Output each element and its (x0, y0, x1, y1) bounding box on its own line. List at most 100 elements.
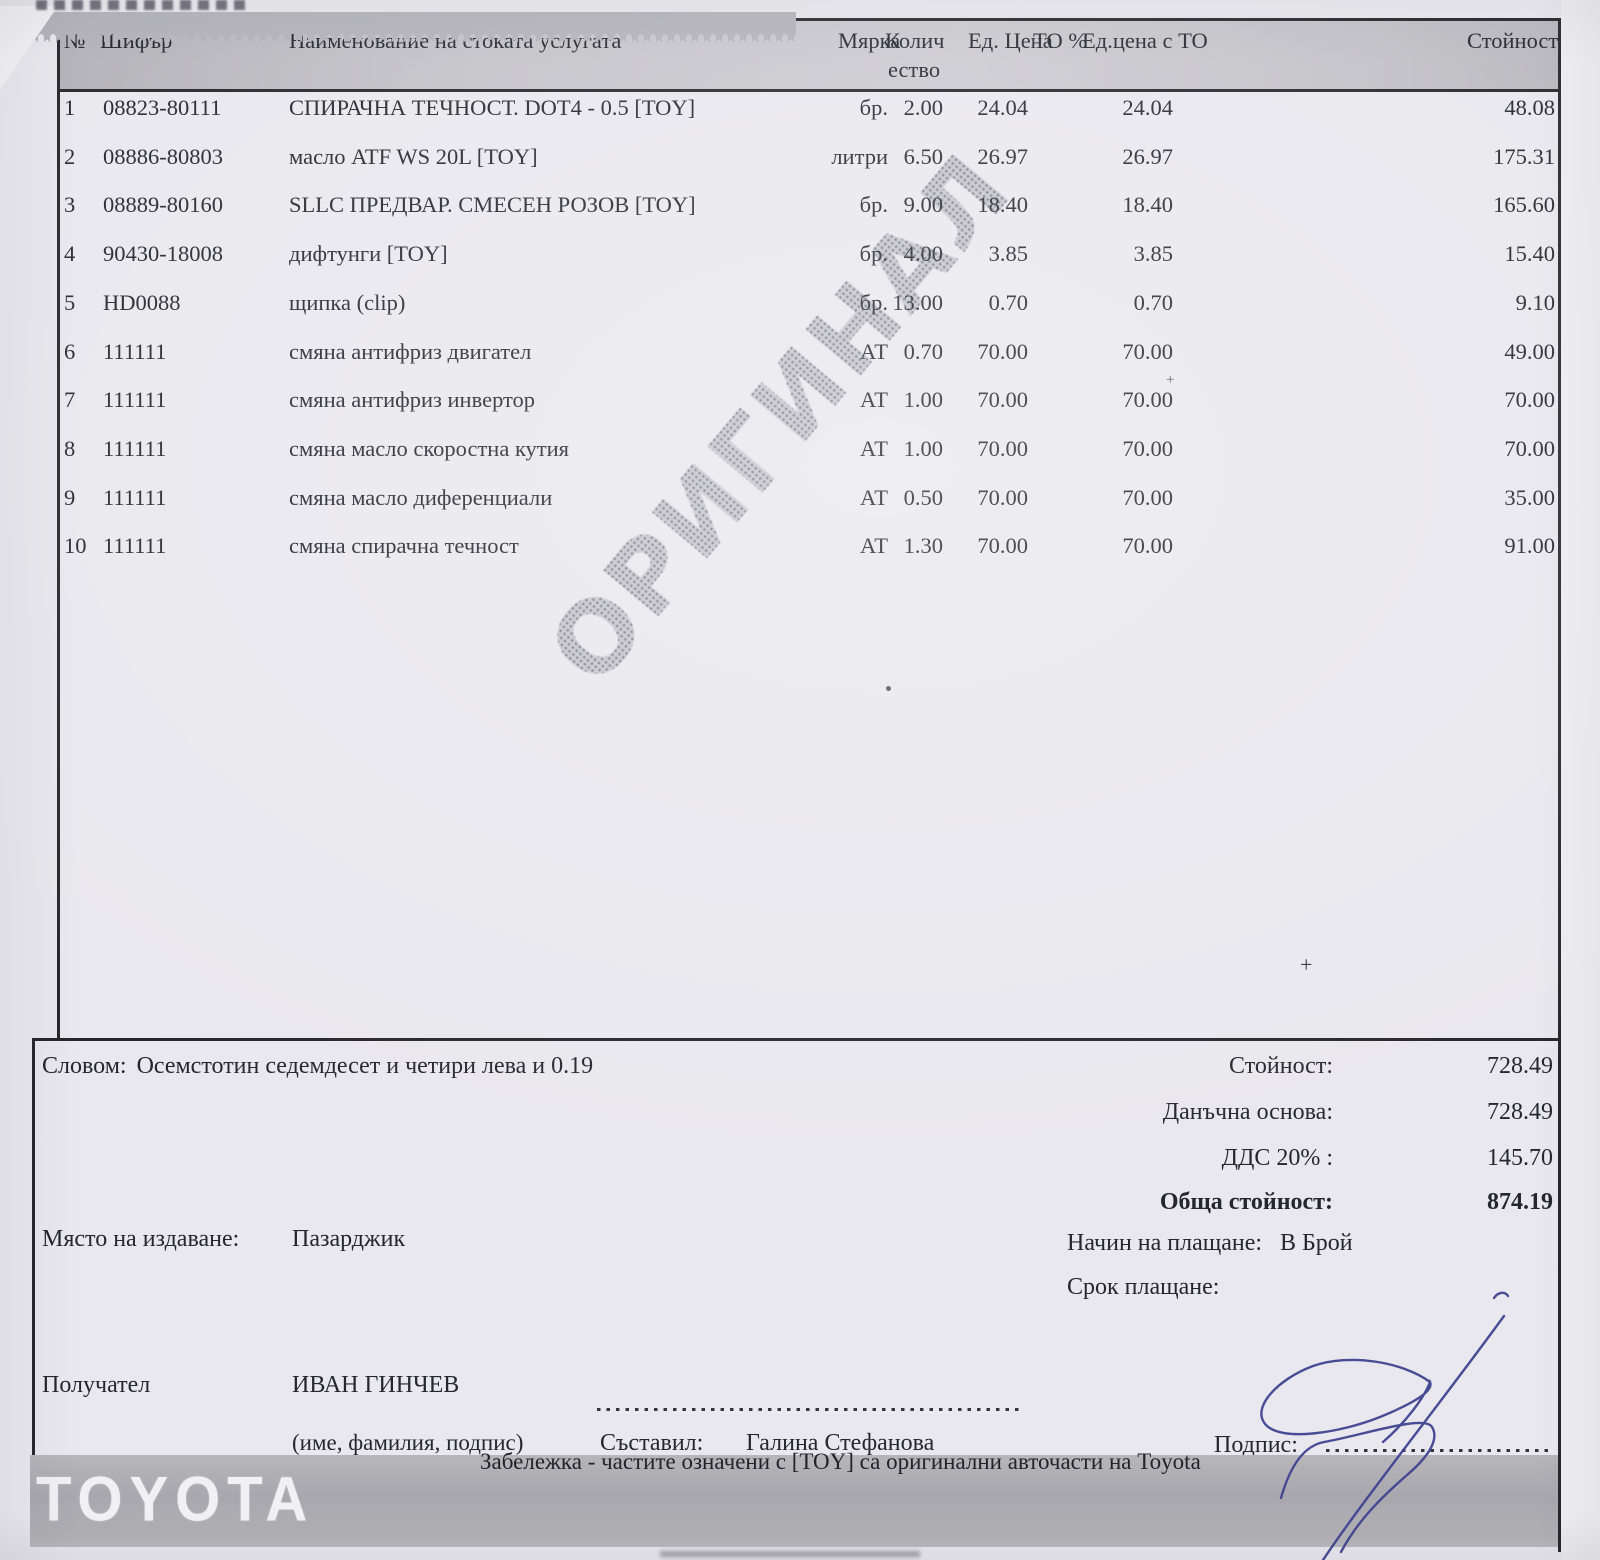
toyota-logo: TOYOTA (36, 1464, 315, 1535)
cell-unit: АТ (859, 485, 888, 510)
table-row: 10 111111 смяна спирачна течност АТ 1.30… (58, 533, 1558, 573)
cell-name: смяна масло скоростна кутия (289, 436, 570, 461)
cell-unit: бр. (859, 290, 888, 315)
table-row: 2 08886-80803 масло ATF WS 20L [TOY] лит… (58, 144, 1558, 184)
table-right-border (1558, 18, 1561, 1552)
header-unit-price: Ед. Цена (968, 28, 1053, 53)
table-body: 1 08823-80111 СПИРАЧНА ТЕЧНОСТ. DOT4 - 0… (58, 20, 1558, 1038)
cell-code: HD0088 (103, 290, 181, 315)
cell-name: смяна спирачна течност (289, 533, 519, 558)
cell-total: 15.40 (1504, 241, 1555, 266)
cell-unit: АТ (859, 436, 888, 461)
header-to-percent: ТО % (1033, 28, 1088, 53)
cell-number: 8 (64, 436, 76, 461)
cell-quantity: 9.00 (903, 192, 943, 217)
table-top-border (57, 18, 1561, 21)
cell-unit-price: 0.70 (988, 290, 1028, 315)
paper-right-margin (1561, 0, 1600, 1560)
cell-code: 08886-80803 (103, 144, 223, 169)
cell-total: 165.60 (1493, 192, 1555, 217)
footer-band (30, 1455, 1559, 1547)
header-total: Стойност (1467, 28, 1559, 53)
cell-number: 3 (64, 192, 76, 217)
cell-quantity: 1.00 (903, 436, 943, 461)
summary-value: 874.19 (1487, 1189, 1553, 1215)
cell-unit-price: 70.00 (977, 533, 1028, 558)
cell-total: 70.00 (1504, 387, 1555, 412)
table-left-border (57, 18, 60, 1040)
cell-number: 5 (64, 290, 76, 315)
signature-label: Подпис: (1214, 1432, 1298, 1458)
signature-line (1326, 1449, 1554, 1452)
amount-in-words: Словом: Осемстотин седемдесет и четири ле… (42, 1053, 593, 1080)
table-row: 9 111111 смяна масло диференциали АТ 0.5… (58, 485, 1558, 525)
header-unit: Мярка (838, 28, 901, 53)
cell-unit-price: 70.00 (977, 339, 1028, 364)
cell-unit-price: 70.00 (977, 387, 1028, 412)
cell-number: 7 (64, 387, 76, 412)
cell-quantity: 0.70 (903, 339, 943, 364)
cell-unit: АТ (859, 533, 888, 558)
page-corner-fold (0, 6, 58, 90)
cell-total: 91.00 (1504, 533, 1555, 558)
summary-label: Данъчна основа: (1162, 1099, 1333, 1125)
cell-number: 10 (64, 533, 87, 558)
recipient-hint: (име, фамилия, подпис) (292, 1430, 524, 1455)
prepared-by-label: Съставил: (600, 1430, 704, 1456)
torn-paper-edge (20, 12, 796, 46)
cell-price-with-to: 3.85 (1133, 241, 1173, 266)
ink-mark: + (1166, 372, 1175, 388)
cell-code: 08823-80111 (103, 95, 222, 120)
table-row: 6 111111 смяна антифриз двигател АТ 0.70… (58, 339, 1558, 379)
in-words-text: Осемстотин седемдесет и четири лева и 0.… (136, 1053, 594, 1079)
cut-off-text-fragment (36, 0, 251, 10)
table-row: 7 111111 смяна антифриз инвертор АТ 1.00… (58, 387, 1558, 427)
cell-number: 4 (64, 241, 76, 266)
cell-total: 175.31 (1493, 144, 1555, 169)
cell-price-with-to: 70.00 (1122, 436, 1173, 461)
cell-name: масло ATF WS 20L [TOY] (289, 144, 538, 169)
cell-quantity: 0.50 (903, 485, 943, 510)
cell-total: 48.08 (1504, 95, 1555, 120)
in-words-label: Словом: (42, 1053, 127, 1079)
ink-mark: + (1300, 952, 1313, 977)
cell-number: 1 (64, 95, 76, 120)
scan-smudge (660, 1551, 920, 1557)
cell-code: 111111 (103, 533, 167, 558)
table-row: 3 08889-80160 SLLC ПРЕДВАР. СМЕСЕН РОЗОВ… (58, 192, 1558, 232)
cell-price-with-to: 70.00 (1122, 387, 1173, 412)
cell-name: смяна антифриз двигател (289, 339, 532, 364)
cell-code: 111111 (103, 436, 167, 461)
table-row: 5 HD0088 щипка (clip) бр. 13.00 0.70 0.7… (58, 290, 1558, 330)
cell-code: 111111 (103, 485, 167, 510)
cell-total: 9.10 (1515, 290, 1555, 315)
cell-unit-price: 24.04 (977, 95, 1028, 120)
summary-label: Стойност: (1229, 1053, 1333, 1079)
table-row: 1 08823-80111 СПИРАЧНА ТЕЧНОСТ. DOT4 - 0… (58, 95, 1558, 135)
cell-quantity: 4.00 (903, 241, 943, 266)
cell-unit: литри (831, 144, 888, 169)
cell-name: СПИРАЧНА ТЕЧНОСТ. DOT4 - 0.5 [TOY] (289, 95, 696, 120)
cell-name: щипка (clip) (289, 290, 406, 315)
cell-total: 35.00 (1504, 485, 1555, 510)
summary-section: Словом: Осемстотин седемдесет и четири ле… (34, 1040, 1559, 1548)
footer-note: Забележка - частите означени с [TOY] са … (480, 1449, 1201, 1474)
cell-quantity: 6.50 (903, 144, 943, 169)
cell-code: 111111 (103, 387, 167, 412)
header-quantity-2: ество (888, 57, 941, 82)
cell-quantity: 2.00 (903, 95, 943, 120)
cell-unit-price: 18.40 (977, 192, 1028, 217)
cell-unit: бр. (859, 241, 888, 266)
cell-unit-price: 3.85 (988, 241, 1028, 266)
cell-price-with-to: 70.00 (1122, 339, 1173, 364)
cell-name: смяна масло диференциали (289, 485, 553, 510)
cell-unit-price: 26.97 (977, 144, 1028, 169)
cell-name: дифтунги [TOY] (289, 241, 448, 266)
cell-number: 2 (64, 144, 76, 169)
cell-price-with-to: 70.00 (1122, 533, 1173, 558)
header-quantity-1: Колич (885, 28, 945, 53)
cell-number: 6 (64, 339, 76, 364)
cell-code: 90430-18008 (103, 241, 223, 266)
cell-price-with-to: 70.00 (1122, 485, 1173, 510)
place-of-issue-value: Пазарджик (292, 1226, 406, 1252)
